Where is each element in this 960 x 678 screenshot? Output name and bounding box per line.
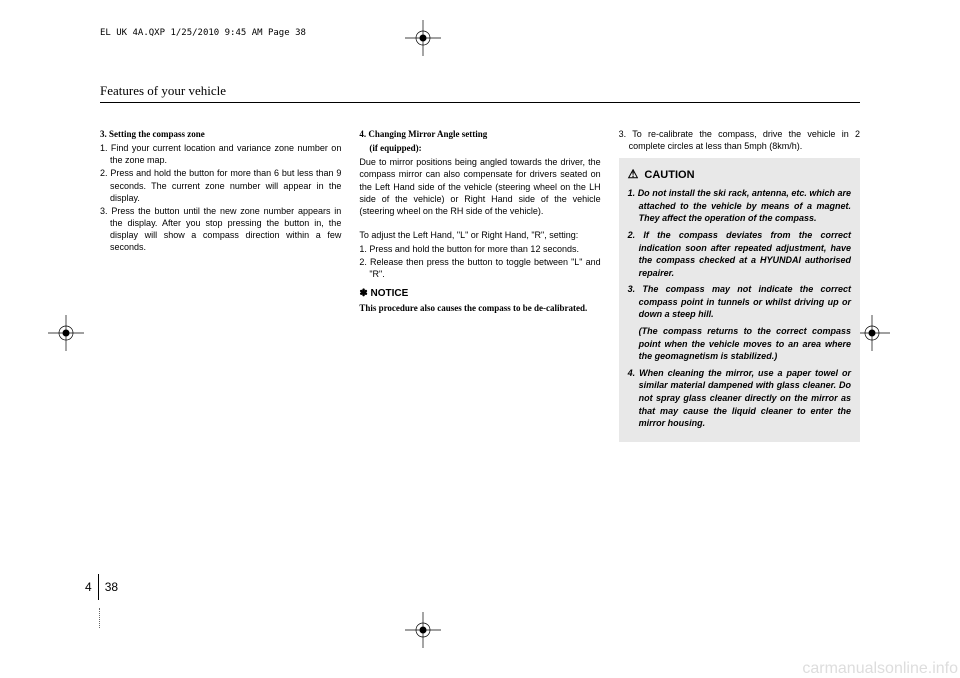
col2-subheading: (if equipped):	[359, 142, 600, 154]
print-header: EL UK 4A.QXP 1/25/2010 9:45 AM Page 38	[100, 28, 306, 38]
col1-heading: 3. Setting the compass zone	[100, 128, 341, 140]
caution-item-2: 2. If the compass deviates from the corr…	[628, 229, 851, 279]
caution-box: CAUTION 1. Do not install the ski rack, …	[619, 158, 860, 442]
watermark: carmanualsonline.info	[802, 660, 960, 678]
column-1: 3. Setting the compass zone 1. Find your…	[100, 128, 341, 442]
notice-heading: ✽ NOTICE	[359, 287, 600, 301]
title-underline	[100, 102, 860, 103]
column-2: 4. Changing Mirror Angle setting (if equ…	[359, 128, 600, 442]
page-num: 38	[105, 580, 118, 594]
page-divider	[98, 574, 99, 600]
registration-mark-bottom	[405, 612, 441, 653]
notice-text: This procedure also causes the compass t…	[359, 302, 600, 314]
col1-item1: 1. Find your current location and vari­a…	[100, 142, 341, 166]
col2-para2: To adjust the Left Hand, "L" or Right Ha…	[359, 229, 600, 241]
section-number: 4	[85, 580, 92, 594]
caution-item-4: 4. When cleaning the mirror, use a paper…	[628, 367, 851, 430]
col2-item2: 2. Release then press the button to tog­…	[359, 256, 600, 280]
page-number: 4 38	[85, 574, 118, 600]
col2-para1: Due to mirror positions being angled tow…	[359, 156, 600, 217]
col1-item2: 2. Press and hold the button for more th…	[100, 167, 341, 203]
col3-item1: 3. To re-calibrate the compass, drive th…	[619, 128, 860, 152]
registration-mark-left	[48, 315, 84, 356]
section-title: Features of your vehicle	[100, 83, 226, 99]
caution-item-3: 3. The compass may not indicate the corr…	[628, 283, 851, 321]
column-3: 3. To re-calibrate the compass, drive th…	[619, 128, 860, 442]
content-area: 3. Setting the compass zone 1. Find your…	[100, 128, 860, 442]
page-dots	[99, 608, 100, 628]
caution-heading: CAUTION	[628, 166, 851, 183]
caution-item-1: 1. Do not install the ski rack, anten­na…	[628, 187, 851, 225]
col1-item3: 3. Press the button until the new zone n…	[100, 205, 341, 254]
col2-item1: 1. Press and hold the button for more th…	[359, 243, 600, 255]
registration-mark-top	[405, 20, 441, 61]
caution-item-3b: (The compass returns to the cor­rect com…	[628, 325, 851, 363]
col2-heading: 4. Changing Mirror Angle setting	[359, 128, 600, 140]
